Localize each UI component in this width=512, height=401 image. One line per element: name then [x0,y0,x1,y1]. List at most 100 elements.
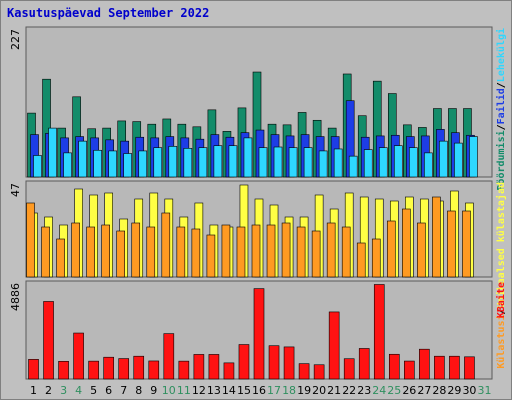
x-tick-label-8: 8 [135,384,142,397]
bar-unikaalsed-külastajad-day-19 [296,226,306,278]
x-tick-label-6: 6 [105,384,112,397]
bar-lehekülgi-day-12 [198,147,208,178]
bar-kbaite-day-3 [58,360,69,380]
bar-lehekülgi-day-21 [333,148,343,178]
bar-unikaalsed-külastajad-day-14 [221,224,231,278]
bar-kbaite-day-23 [358,348,370,380]
bar-unikaalsed-külastajad-day-10 [161,212,171,278]
bar-kbaite-day-13 [208,354,220,380]
x-tick-label-12: 12 [192,384,206,397]
bar-unikaalsed-külastajad-day-25 [386,220,396,278]
bar-unikaalsed-külastajad-day-11 [176,226,186,278]
bar-lehekülgi-day-16 [258,147,268,178]
bar-lehekülgi-day-26 [409,147,418,178]
bar-lehekülgi-day-11 [183,148,193,178]
bar-unikaalsed-külastajad-day-8 [131,222,141,278]
x-tick-label-25: 25 [387,384,401,397]
x-tick-label-2: 2 [45,384,52,397]
x-tick-label-24: 24 [372,384,386,397]
x-tick-label-17: 17 [267,384,281,397]
bar-kbaite-day-17 [268,345,280,380]
bar-kbaite-day-11 [178,360,190,380]
bar-kbaite-day-21 [328,311,340,380]
y-max-label-middle: 47 [9,183,22,197]
bar-unikaalsed-külastajad-day-4 [71,222,80,278]
bar-kbaite-day-8 [133,355,145,380]
bar-lehekülgi-day-7 [123,153,133,178]
x-tick-label-15: 15 [237,384,251,397]
bar-lehekülgi-day-10 [168,146,178,178]
bar-kbaite-day-15 [238,344,250,380]
x-tick-label-5: 5 [90,384,97,397]
x-tick-label-19: 19 [297,384,311,397]
bar-unikaalsed-külastajad-day-21 [326,222,336,278]
chart-title: Kasutuspäevad September 2022 [7,6,210,20]
bar-lehekülgi-day-4 [78,140,87,178]
bar-unikaalsed-külastajad-day-30 [462,210,471,278]
bar-lehekülgi-day-29 [454,142,463,178]
bar-kbaite-day-18 [283,346,295,380]
bar-unikaalsed-külastajad-day-18 [281,222,291,278]
bar-lehekülgi-day-1 [33,155,42,178]
side-legend-part: / [496,308,507,314]
y-max-label-bottom: 4886 [9,283,22,311]
x-tick-label-27: 27 [417,384,431,397]
bar-unikaalsed-külastajad-day-29 [447,210,456,278]
bar-unikaalsed-külastajad-day-6 [101,224,110,278]
bar-unikaalsed-külastajad-day-5 [86,226,95,278]
x-tick-label-29: 29 [447,384,461,397]
bar-kbaite-day-10 [163,333,175,380]
x-tick-label-9: 9 [150,384,157,397]
side-legend-part: / [496,124,507,130]
x-tick-label-11: 11 [177,384,191,397]
bar-lehekülgi-day-13 [213,145,223,178]
bar-kbaite-day-9 [148,360,160,380]
bar-lehekülgi-day-8 [138,150,148,178]
bar-lehekülgi-day-30 [469,136,478,178]
bar-lehekülgi-day-22 [348,155,358,178]
side-legend-part: Lehekülgi [495,28,507,82]
bar-unikaalsed-külastajad-day-1 [26,202,35,278]
side-legend-part: Külastusi [495,314,507,368]
bar-kbaite-day-14 [223,362,235,380]
bar-kbaite-day-6 [103,356,114,380]
x-tick-label-7: 7 [120,384,127,397]
bar-lehekülgi-day-5 [93,149,102,178]
x-tick-label-31: 31 [477,384,491,397]
bar-lehekülgi-day-27 [424,152,433,178]
bar-kbaite-day-27 [419,348,430,380]
x-tick-label-3: 3 [60,384,67,397]
bar-kbaite-day-19 [298,363,310,380]
bar-lehekülgi-day-23 [363,149,373,178]
bar-kbaite-day-2 [43,301,54,380]
bar-lehekülgi-day-2 [48,127,57,178]
side-legend-part: Failid [495,88,507,124]
bar-lehekülgi-day-25 [393,145,403,178]
bar-unikaalsed-külastajad-day-20 [311,230,321,278]
x-tick-label-16: 16 [252,384,266,397]
x-tick-label-1: 1 [30,384,37,397]
bar-unikaalsed-külastajad-day-9 [146,226,156,278]
bar-unikaalsed-külastajad-day-15 [236,226,246,278]
bar-unikaalsed-külastajad-day-13 [206,234,216,278]
x-tick-label-21: 21 [327,384,341,397]
bar-unikaalsed-külastajad-day-24 [371,238,381,278]
bar-kbaite-day-16 [253,288,265,380]
bar-kbaite-day-24 [373,284,385,380]
y-max-label-top: 227 [9,29,22,50]
x-tick-label-28: 28 [432,384,446,397]
bar-unikaalsed-külastajad-day-28 [432,196,441,278]
side-legend-middle: Külastusi/Unikaalsed külastajad [495,182,507,369]
bar-kbaite-day-7 [118,358,130,380]
bar-unikaalsed-külastajad-day-26 [402,208,411,278]
bar-lehekülgi-day-19 [303,147,313,178]
bar-lehekülgi-day-9 [153,147,163,178]
side-legend-part: KBaite [495,282,507,318]
x-tick-label-30: 30 [462,384,476,397]
bar-unikaalsed-külastajad-day-12 [191,228,201,278]
bar-unikaalsed-külastajad-day-2 [41,226,50,278]
bar-kbaite-day-26 [404,360,415,380]
bar-kbaite-day-30 [464,356,475,380]
